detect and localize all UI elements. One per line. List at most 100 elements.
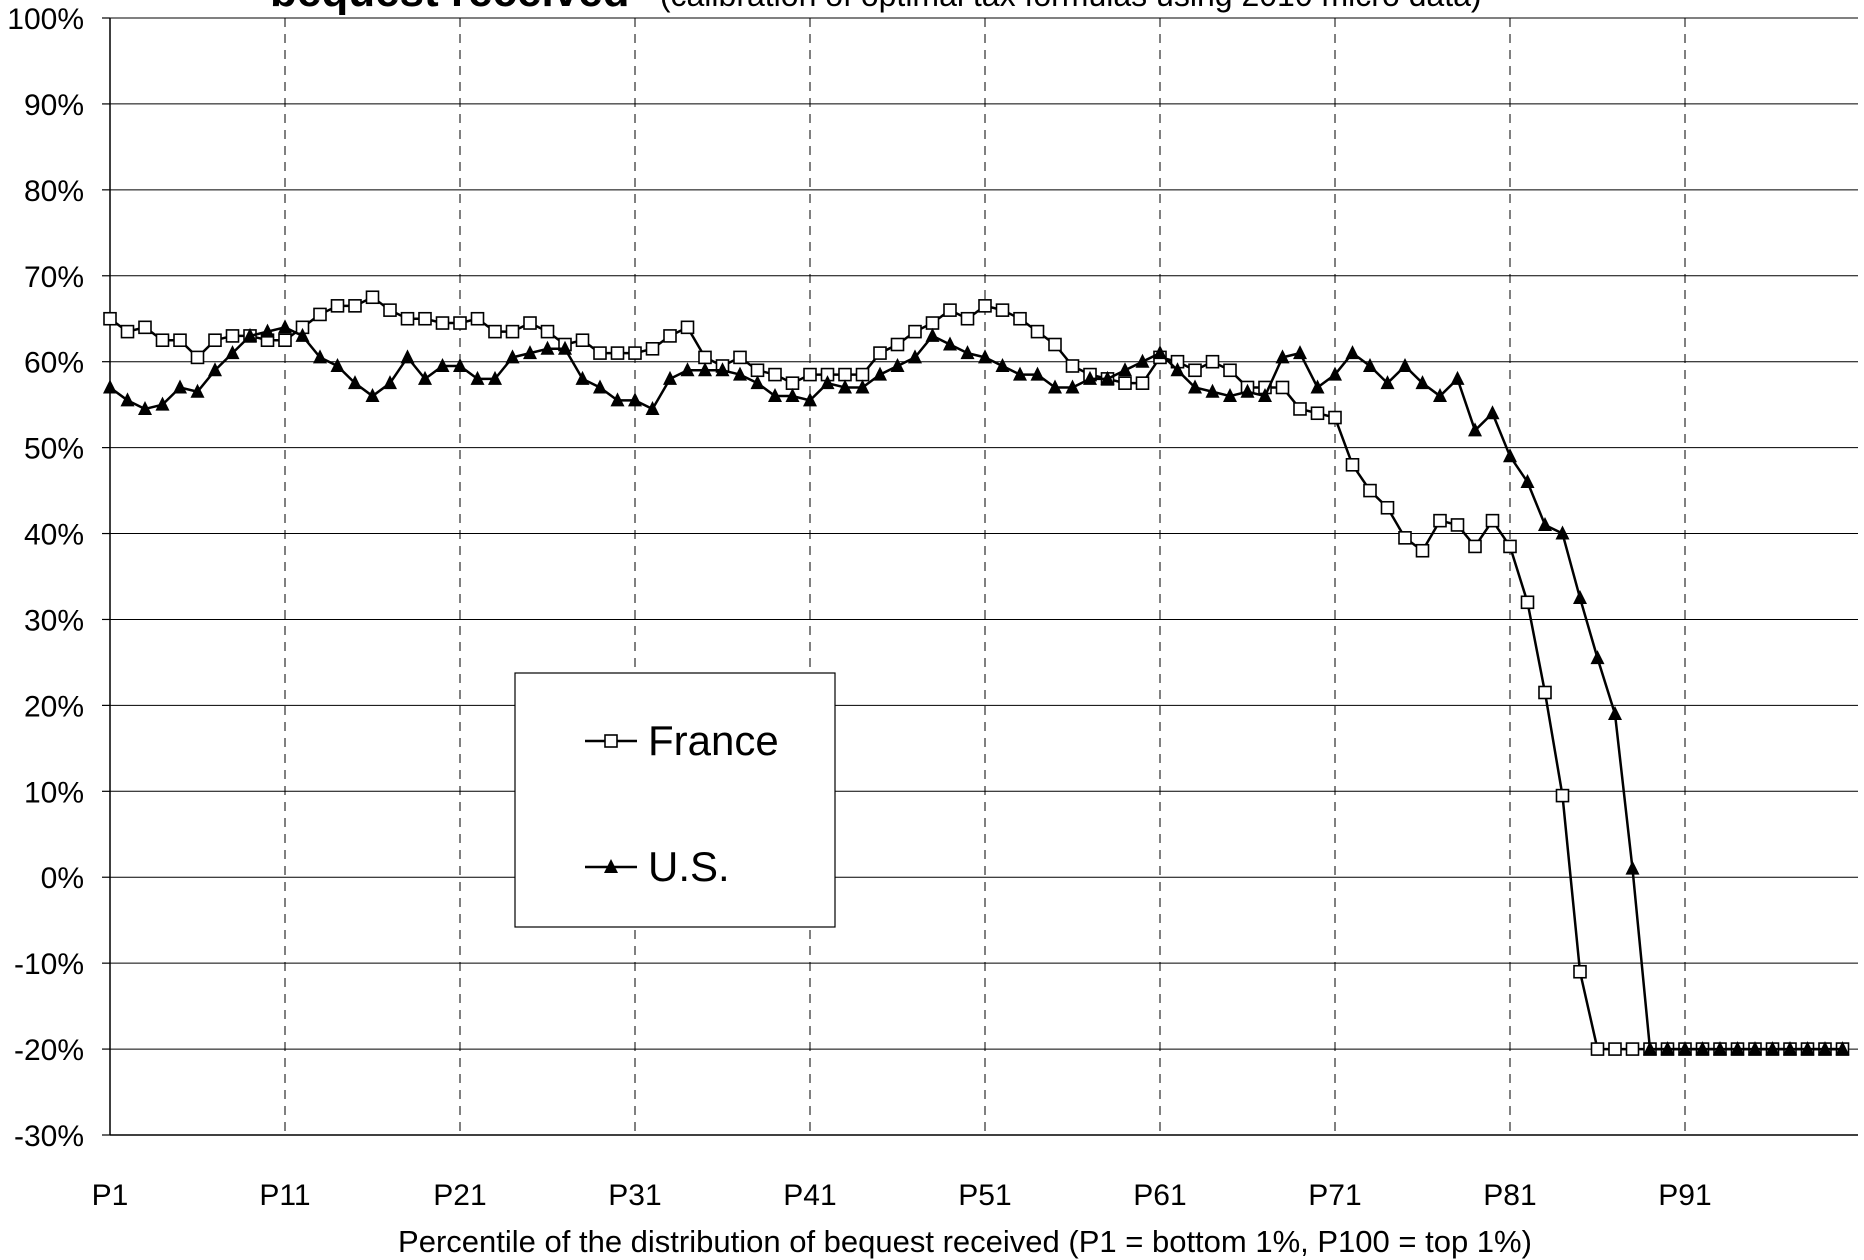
point-france (1415, 543, 1430, 558)
y-tick-label: 80% (24, 175, 84, 208)
point-france (995, 303, 1010, 317)
point-u-s (1100, 370, 1115, 385)
point-u-s (313, 349, 327, 364)
point-u-s (855, 379, 870, 394)
point-u-s (1678, 1041, 1692, 1056)
point-u-s (610, 392, 625, 407)
axes (102, 17, 1858, 1136)
point-france (173, 333, 187, 348)
point-france (138, 320, 152, 335)
y-tick-label: 0% (41, 862, 84, 895)
point-france (733, 350, 747, 365)
point-france (890, 337, 905, 352)
point-u-s (995, 357, 1010, 372)
point-france (313, 307, 327, 322)
point-u-s (960, 345, 975, 360)
point-france (768, 367, 782, 382)
x-tick-label: P51 (958, 1179, 1011, 1212)
grid-lines (110, 17, 1858, 1136)
point-france (575, 333, 590, 348)
point-u-s (1030, 366, 1045, 381)
legend-label-us: U.S. (648, 843, 730, 890)
point-u-s (1608, 705, 1622, 720)
y-tick-label: -30% (14, 1120, 84, 1153)
point-france (1433, 513, 1447, 528)
point-u-s (190, 383, 205, 398)
point-u-s (365, 388, 380, 403)
point-u-s (680, 362, 695, 377)
point-u-s (470, 370, 485, 385)
point-u-s (295, 327, 310, 342)
point-france (1188, 363, 1202, 378)
point-france (1485, 513, 1500, 528)
point-u-s (1555, 525, 1570, 540)
point-france (1538, 685, 1552, 700)
point-u-s (558, 340, 572, 355)
y-tick-label: 40% (24, 519, 84, 552)
point-u-s (768, 388, 782, 403)
point-u-s (418, 370, 432, 385)
x-tick-label: P21 (433, 1179, 486, 1212)
point-france (418, 311, 432, 326)
point-france (873, 346, 887, 360)
point-u-s (1433, 388, 1447, 403)
chart-title-main: bequest received (270, 0, 630, 16)
point-u-s (1188, 379, 1202, 394)
point-u-s (260, 323, 275, 338)
point-france (348, 299, 362, 313)
point-u-s (1695, 1041, 1710, 1056)
point-u-s (1135, 353, 1150, 368)
point-u-s (138, 400, 152, 415)
point-france (120, 324, 135, 339)
point-france (1590, 1042, 1605, 1056)
chart-title: bequest received (calibration of optimal… (270, 0, 1482, 16)
point-france (470, 311, 485, 326)
point-france (943, 303, 957, 317)
point-u-s (925, 327, 940, 342)
point-u-s (803, 392, 817, 407)
y-tick-label: 70% (24, 261, 84, 294)
point-u-s (1205, 383, 1220, 398)
point-u-s (1783, 1041, 1797, 1056)
point-u-s (978, 349, 992, 364)
point-u-s (733, 366, 747, 381)
point-france (1048, 337, 1062, 352)
point-france (505, 324, 520, 339)
point-u-s (1713, 1041, 1727, 1056)
x-tick-label: P31 (608, 1179, 661, 1212)
point-u-s (1118, 362, 1132, 377)
point-france (1013, 311, 1027, 326)
point-france (908, 324, 922, 339)
point-u-s (488, 370, 502, 385)
x-tick-label: P41 (783, 1179, 836, 1212)
point-france (855, 367, 870, 382)
point-u-s (1275, 349, 1290, 364)
point-france (488, 324, 502, 339)
point-france (523, 316, 537, 330)
point-france (750, 363, 765, 378)
point-u-s (715, 362, 730, 377)
point-u-s (1660, 1041, 1675, 1056)
point-u-s (890, 357, 905, 372)
point-france (1380, 500, 1395, 515)
point-u-s (1065, 379, 1080, 394)
point-u-s (243, 327, 257, 342)
point-u-s (1573, 589, 1587, 604)
point-france (278, 333, 292, 348)
point-france (1503, 539, 1517, 554)
point-u-s (383, 375, 397, 390)
point-france (1398, 531, 1412, 545)
point-france (1625, 1042, 1640, 1056)
point-france (330, 299, 345, 313)
point-u-s (400, 349, 415, 364)
point-u-s (225, 345, 240, 360)
y-tick-label: 20% (24, 690, 84, 723)
y-tick-label: 50% (24, 433, 84, 466)
point-france (1275, 380, 1290, 395)
point-france (190, 350, 205, 365)
point-france (1573, 964, 1587, 979)
point-france (1223, 363, 1237, 378)
point-u-s (330, 357, 345, 372)
x-axis-label: Percentile of the distribution of beques… (398, 1224, 1532, 1259)
point-france (155, 333, 170, 348)
